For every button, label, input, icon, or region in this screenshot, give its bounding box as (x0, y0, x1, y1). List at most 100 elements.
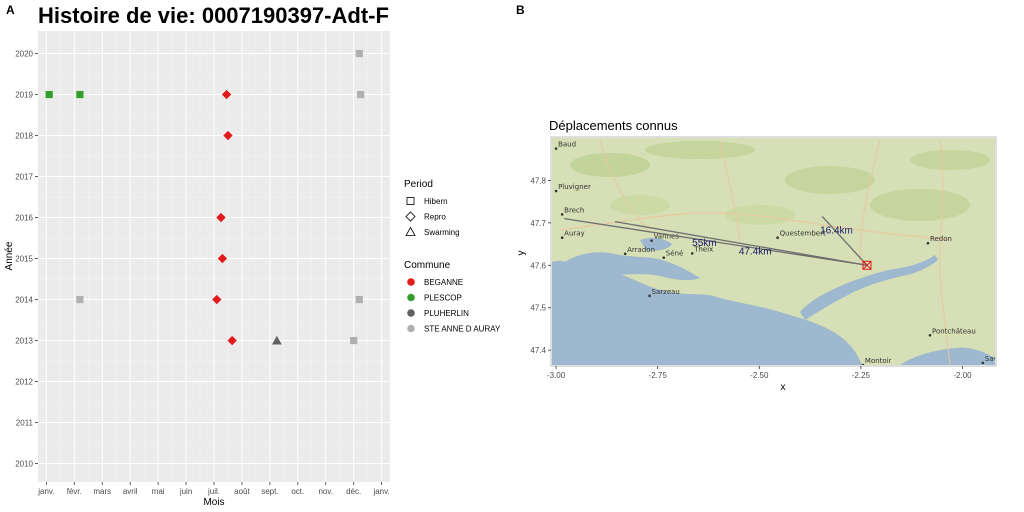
place-label: Sarzeau (652, 288, 680, 296)
data-point (223, 130, 233, 141)
legend-commune-dot (407, 278, 415, 286)
legend-commune-dot (407, 324, 415, 333)
movement-segments: 55km 47.4km 16.4km (564, 216, 868, 266)
map-gulf-inner (640, 237, 672, 251)
map-x-tick-label: -2.50 (750, 371, 769, 380)
data-point (217, 253, 228, 264)
legend-period-key (405, 226, 416, 236)
legend-period-label: Hibern (424, 197, 448, 206)
place-label: Vannes (654, 233, 680, 241)
map-y-tick-label: 47.8 (530, 176, 546, 185)
y-axis-label: Année (4, 241, 15, 270)
map-road (939, 139, 951, 365)
place-dot (554, 147, 558, 150)
y-tick-label: 2013 (15, 337, 33, 346)
data-point (357, 90, 365, 99)
destination-marker (862, 260, 872, 270)
legend-period-title: Period (404, 179, 433, 190)
map-forest-patch (725, 205, 795, 225)
map-x-tick-label: -2.25 (852, 371, 871, 380)
map-forest-patch (570, 153, 650, 177)
map-x-tick-label: -2.00 (953, 371, 972, 380)
x-tick-label: févr. (67, 487, 82, 496)
data-point (227, 335, 237, 346)
place-dot (650, 239, 653, 242)
x-axis-ticks: janv. févr. mars avril mai juin juil. août sept.… (37, 482, 390, 496)
map-basemap: Baud Guer Pluvigner Brech Auray Vannes Questem… (552, 138, 995, 365)
panel-letter-b: B (516, 3, 525, 17)
place-dot (623, 252, 627, 256)
place-dot (560, 236, 564, 240)
map-frame (550, 136, 997, 367)
y-tick-label: 2020 (15, 50, 33, 59)
x-tick-label: mars (93, 487, 111, 496)
y-tick-label: 2016 (15, 214, 33, 223)
map-forest-patch (610, 195, 670, 215)
legend-commune-dot (407, 309, 415, 317)
y-tick-label: 2015 (15, 255, 33, 264)
place-dot (861, 363, 865, 365)
life-history-chart: Histoire de vie: 0007190397-Adt-F 201020… (4, 3, 390, 508)
map-gulf (565, 252, 700, 281)
legend-period-key (406, 197, 415, 205)
x-tick-label: janv. (37, 487, 54, 496)
x-tick-label: sept. (261, 487, 278, 496)
movement-line (821, 216, 868, 266)
data-points (45, 49, 365, 346)
map-y-axis-ticks: 47.4 47.5 47.6 47.7 47.8 (530, 176, 551, 355)
place-label: Pontchâteau (932, 327, 976, 335)
x-tick-label: déc. (346, 487, 361, 496)
map-title: Déplacements connus (549, 118, 678, 133)
legend-diamond-icon (405, 211, 416, 222)
y-tick-label: 2014 (15, 296, 33, 305)
legend-commune: Commune BEGANNE PLESCOP PLUHERLIN STE ANNE … (404, 260, 501, 334)
legend-commune-dot (407, 293, 415, 302)
destination-cross (862, 260, 872, 270)
place-dot (690, 252, 694, 255)
map-x-tick-label: -3.00 (547, 371, 566, 380)
place-label: Brech (564, 206, 584, 214)
place-dot (560, 213, 564, 216)
x-tick-label: janv. (372, 487, 389, 496)
place-label: Auray (564, 230, 585, 238)
place-dot (926, 241, 930, 245)
map-road (719, 139, 741, 241)
place-dot (981, 361, 985, 365)
movement-line (564, 217, 868, 266)
map-place-labels: Baud Guer Pluvigner Brech Auray Vannes Questem… (554, 141, 995, 365)
place-label: Arradon (627, 246, 655, 254)
y-tick-label: 2017 (15, 173, 33, 182)
legend-commune-label: PLUHERLIN (424, 309, 469, 318)
map-estuary (800, 255, 938, 320)
map-road (599, 139, 651, 233)
x-tick-label: oct. (291, 487, 304, 496)
map-x-axis-label: x (781, 382, 786, 393)
legend-period-label: Repro (424, 213, 446, 222)
map-loire (900, 347, 995, 365)
distance-label: 16.4km (820, 225, 853, 236)
movement-line (614, 220, 868, 266)
map-forest-patch (645, 141, 755, 159)
distance-label: 47.4km (739, 247, 772, 258)
y-tick-label: 2019 (15, 91, 33, 100)
legend-commune-label: BEGANNE (424, 278, 463, 287)
place-label: Redon (930, 235, 952, 243)
place-label: Pluvigner (558, 183, 591, 191)
map-y-tick-label: 47.6 (530, 261, 546, 270)
map-y-tick-label: 47.7 (530, 219, 546, 228)
y-tick-label: 2012 (15, 378, 33, 387)
legend-period: Period Hibern Repro Swarming (404, 179, 460, 237)
data-point (76, 90, 84, 99)
y-tick-label: 2011 (16, 419, 34, 428)
map-sea (552, 260, 862, 365)
place-label: Theix (693, 245, 713, 253)
legend-square-icon (406, 197, 415, 205)
chart-title: Histoire de vie: 0007190397-Adt-F (38, 3, 389, 28)
data-point (76, 295, 84, 304)
legend-triangle-icon (405, 226, 416, 236)
x-tick-label: juin (179, 487, 192, 496)
place-label: Montoir (865, 357, 892, 365)
map-y-axis-label: y (516, 251, 527, 256)
legend-period-key (405, 211, 416, 222)
